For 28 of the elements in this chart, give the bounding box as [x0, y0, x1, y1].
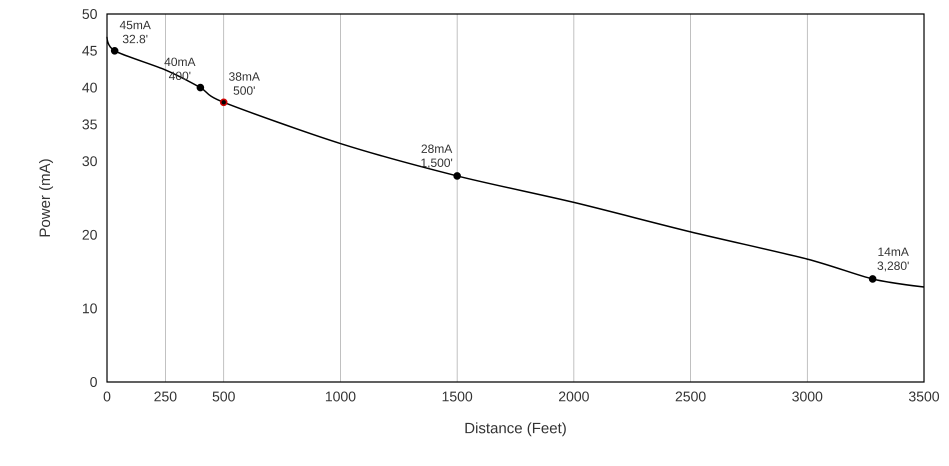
x-tick-label: 3500 — [908, 392, 940, 402]
y-axis-title: Power (mA) — [39, 159, 54, 236]
y-tick-label: 20 — [82, 230, 97, 240]
x-tick-label: 1000 — [326, 392, 356, 402]
point — [196, 84, 204, 92]
x-tick-label: 500 — [212, 392, 235, 402]
x-axis-title: Distance (Feet) — [465, 422, 566, 436]
y-tick-label: 10 — [82, 303, 97, 314]
y-tick-label: 40 — [82, 82, 97, 93]
annotation: 28mA 1,500' — [421, 144, 452, 168]
x-tick-label: 2000 — [558, 392, 589, 402]
x-tick-label: 3000 — [792, 392, 822, 402]
y-tick-label: 30 — [82, 156, 97, 166]
y-tick-label: 35 — [82, 119, 97, 130]
x-tick-label: 2500 — [676, 392, 706, 402]
y-tick-label: 0 — [90, 377, 97, 387]
point — [220, 98, 228, 106]
point — [110, 47, 118, 55]
annotation: 38mA 500' — [229, 72, 260, 95]
x-tick-label: 1500 — [442, 392, 472, 402]
y-tick-label: 50 — [82, 9, 97, 19]
x-tick-label: 0 — [104, 392, 110, 402]
annotation: 14mA 3,280' — [877, 248, 909, 272]
point — [453, 172, 461, 180]
y-tick-label: 45 — [82, 46, 97, 56]
annotation: 45mA 32.8' — [120, 20, 151, 44]
x-tick-label: 250 — [154, 392, 176, 402]
point — [868, 275, 876, 283]
